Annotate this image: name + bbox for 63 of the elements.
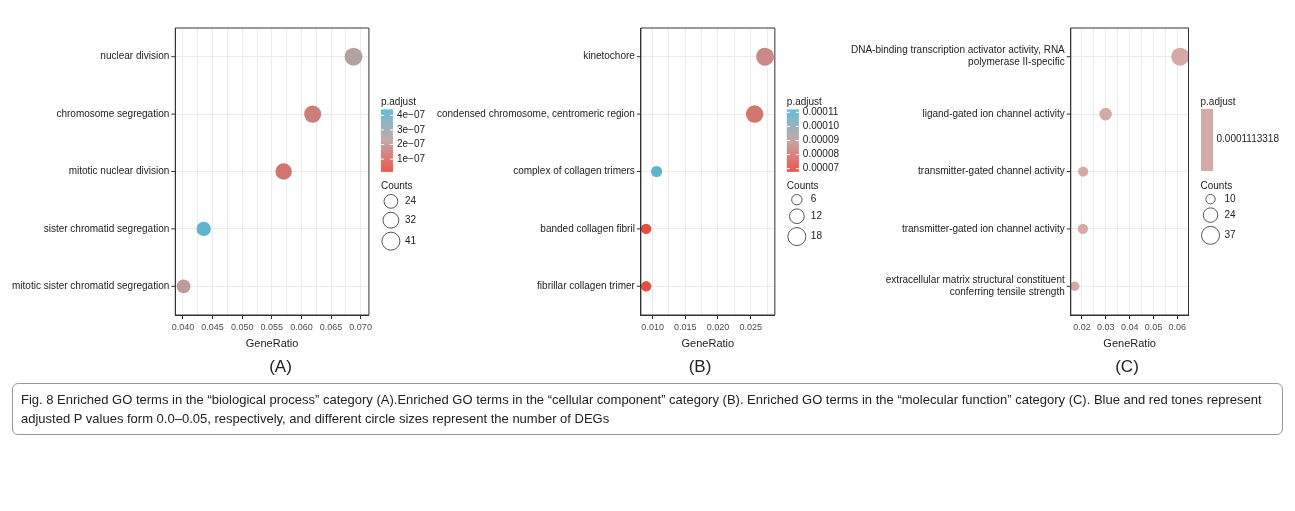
color-bar-label: 3e−07 (396, 123, 426, 135)
x-tick-label: 0.050 (230, 321, 254, 332)
y-tick-label: nuclear division (100, 50, 170, 62)
color-bar-title: p.adjust (1200, 96, 1236, 108)
color-bar-label: 2e−07 (396, 138, 426, 150)
x-tick-label: 0.04 (1120, 321, 1139, 332)
y-tick-label: kinetochore (583, 50, 636, 62)
y-tick-label: transmitter-gated channel activity (918, 165, 1065, 177)
x-tick-label: 0.040 (171, 321, 195, 332)
color-bar-title: p.adjust (786, 96, 823, 108)
x-axis-title: GeneRatio (245, 337, 299, 350)
x-tick-label: 0.020 (706, 321, 730, 332)
legend-label: 37 (1224, 229, 1237, 241)
x-tick-label: 0.010 (641, 321, 664, 332)
x-tick-label: 0.06 (1168, 321, 1187, 332)
color-bar-label: 0.00009 (802, 134, 840, 146)
x-tick-label: 0.055 (260, 321, 284, 332)
y-tick-label: mitotic sister chromatid segregation (11, 280, 170, 292)
color-bar-label: 0.00010 (802, 120, 840, 132)
y-tick-label: fibrillar collagen trimer (537, 280, 636, 292)
legend-label: 24 (1224, 208, 1237, 220)
legend-label: 41 (404, 234, 417, 246)
y-tick-label: banded collagen fibril (540, 222, 635, 234)
x-tick-label: 0.060 (290, 321, 313, 332)
legend-label: 24 (404, 195, 417, 207)
x-tick-label: 0.070 (349, 321, 372, 332)
x-tick-label: 0.025 (739, 321, 762, 332)
color-bar-label: 0.00007 (802, 162, 840, 174)
legend-label: 32 (404, 213, 417, 225)
legend-title: Counts (1200, 180, 1233, 192)
x-axis-title: GeneRatio (681, 337, 735, 350)
text: (A) (268, 357, 293, 377)
caption: Fig. 8 Enriched GO terms in the “biological process” category (A).Enriched GO terms in the “cellular component” category (B). Enriched GO terms in the “molecular function” category (C). Blue and red tones represent adjusted P values form 0.0–0.05, respectively, and different circle sizes represent the number of DEGs (12, 383, 1283, 435)
x-tick-label: 0.045 (201, 321, 224, 332)
text: 0.0001113318 (1216, 133, 1279, 146)
color-bar-label: 4e−07 (396, 109, 426, 121)
y-tick-label: ligand-gated ion channel activity (922, 107, 1065, 119)
y-tick-label: chromosome segregation (56, 107, 170, 119)
x-tick-label: 0.03 (1097, 321, 1115, 332)
legend-label: 10 (1224, 192, 1237, 204)
x-tick-label: 0.02 (1073, 321, 1091, 332)
y-tick-label: extracellular matrix structural constituent conferring tensile strength (885, 274, 1065, 298)
x-axis-title: GeneRatio (1103, 337, 1156, 350)
legend-label: 6 (810, 193, 817, 205)
color-bar-label: 1e−07 (396, 152, 426, 164)
y-tick-label: condensed chromosome, centromeric region (436, 107, 635, 119)
y-tick-label: sister chromatid segregation (43, 222, 170, 234)
text: (B) (687, 357, 713, 377)
x-tick-label: 0.05 (1144, 321, 1163, 332)
color-bar-title: p.adjust (380, 96, 417, 108)
legend-label: 18 (810, 230, 823, 242)
legend-title: Counts (380, 180, 413, 192)
legend-title: Counts (786, 180, 819, 192)
text: (C) (1114, 357, 1140, 377)
color-bar-label: 0.00008 (802, 148, 840, 160)
y-tick-label: DNA-binding transcription activator activity, RNA polymerase II-specific (851, 44, 1066, 68)
y-tick-label: transmitter-gated ion channel activity (901, 222, 1065, 234)
color-bar-label: 0.00011 (802, 106, 839, 118)
x-tick-label: 0.015 (674, 321, 697, 332)
x-tick-label: 0.065 (319, 321, 343, 332)
legend-label: 12 (810, 209, 823, 221)
y-tick-label: mitotic nuclear division (68, 165, 170, 177)
y-tick-label: complex of collagen trimers (513, 165, 635, 177)
